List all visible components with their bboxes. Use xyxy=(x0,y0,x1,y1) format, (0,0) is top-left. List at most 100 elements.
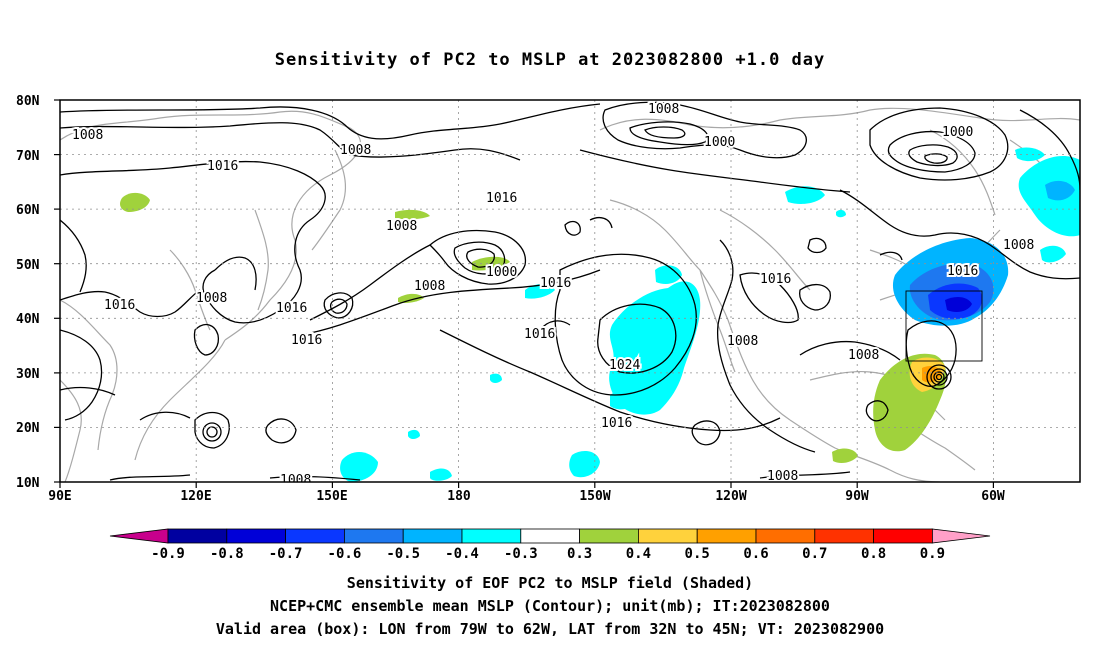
axis-ticks xyxy=(54,99,995,488)
mslp-contours xyxy=(60,101,1080,481)
colorbar-tick-label: -0.6 xyxy=(328,546,362,562)
lon-label: 90E xyxy=(48,489,71,504)
contour-labels: 1008 1008 1008 1000 1000 1016 1016 1008 … xyxy=(70,100,1036,488)
contour-label: 1024 xyxy=(609,358,640,373)
contour-label: 1000 xyxy=(942,125,973,140)
colorbar-tick-label: -0.8 xyxy=(210,546,244,562)
contour-label: 1008 xyxy=(767,469,798,484)
contour-label: 1016 xyxy=(601,416,632,431)
colorbar-tick-label: 0.7 xyxy=(802,546,827,562)
shade-blue-core xyxy=(945,296,972,312)
colorbar-box xyxy=(226,528,287,544)
shade-green-pacific3 xyxy=(398,293,424,303)
sensitivity-shading xyxy=(120,147,1080,482)
caption-shaded: Sensitivity of EOF PC2 to MSLP field (Sh… xyxy=(346,574,754,592)
latitude-labels: 80N 70N 60N 50N 40N 30N 20N 10N xyxy=(16,94,40,491)
lon-label: 120E xyxy=(180,489,211,504)
lon-label: 180 xyxy=(447,489,471,504)
shade-cyan-small3 xyxy=(836,209,846,218)
colorbar-box xyxy=(755,528,816,544)
shade-blue-atl-north xyxy=(1045,180,1075,201)
colorbar-box xyxy=(461,528,522,544)
shade-cyan-atl-small xyxy=(1015,147,1045,162)
contour-label: 1008 xyxy=(386,219,417,234)
shade-cyan-canada xyxy=(785,186,825,204)
contour-label: 1008 xyxy=(648,102,679,117)
caption-contour: NCEP+CMC ensemble mean MSLP (Contour); u… xyxy=(270,597,830,615)
lat-label: 80N xyxy=(16,94,40,109)
contour-label: 1016 xyxy=(486,191,517,206)
colorbar-tick-label: -0.4 xyxy=(445,546,479,562)
colorbar-tick-label: 0.9 xyxy=(920,546,945,562)
lat-label: 50N xyxy=(16,258,40,273)
colorbar-low-arrow xyxy=(109,528,169,544)
contour-label: 1016 xyxy=(207,159,238,174)
lat-label: 20N xyxy=(16,421,40,436)
colorbar-box xyxy=(343,528,404,544)
shade-green-pacific xyxy=(395,209,430,220)
contour-label: 1008 xyxy=(414,279,445,294)
shade-cyan-small1 xyxy=(490,373,502,383)
shade-cyan-atl-mid xyxy=(1040,245,1066,263)
colorbar-box xyxy=(167,528,228,544)
contour-label: 1008 xyxy=(72,128,103,143)
contour-label: 1008 xyxy=(280,473,311,488)
shade-cyan-south2 xyxy=(430,468,452,481)
colorbar-tick-label: 0.5 xyxy=(685,546,710,562)
lon-label: 150W xyxy=(579,489,610,504)
contour-label: 1016 xyxy=(291,333,322,348)
colorbar-tick-label: -0.5 xyxy=(386,546,420,562)
longitude-labels: 90E 120E 150E 180 150W 120W 90W 60W xyxy=(48,489,1005,504)
colorbar-box xyxy=(873,528,933,544)
lat-label: 70N xyxy=(16,149,40,164)
colorbar-tick-label: -0.7 xyxy=(269,546,303,562)
shade-cyan-south3 xyxy=(569,450,600,478)
contour-label: 1008 xyxy=(1003,238,1034,253)
shade-cyan-small2 xyxy=(408,429,420,439)
lat-label: 40N xyxy=(16,312,40,327)
colorbar-tick-label: -0.3 xyxy=(504,546,538,562)
contour-label: 1016 xyxy=(104,298,135,313)
lon-label: 90W xyxy=(845,489,869,504)
lat-label: 30N xyxy=(16,367,40,382)
colorbar-box xyxy=(814,528,874,544)
shade-cyan-eastpac xyxy=(609,281,701,415)
contour-label: 1016 xyxy=(276,301,307,316)
colorbar-high-arrow xyxy=(931,528,991,544)
contour-label: 1000 xyxy=(704,135,735,150)
colorbar-box xyxy=(520,528,580,544)
shade-cyan-pac2 xyxy=(525,284,555,299)
colorbar-tick-label: 0.3 xyxy=(567,546,592,562)
colorbar-box xyxy=(402,528,463,544)
lat-label: 10N xyxy=(16,476,40,491)
contour-label: 1008 xyxy=(848,348,879,363)
colorbar-box xyxy=(696,528,757,544)
valid-area-box xyxy=(905,290,983,362)
lon-label: 150E xyxy=(316,489,347,504)
contour-label: 1008 xyxy=(196,291,227,306)
shade-cyan-south1 xyxy=(340,451,378,482)
contour-label: 1016 xyxy=(540,276,571,291)
shade-green-asia xyxy=(120,192,150,212)
colorbar-tick-label: 0.6 xyxy=(743,546,768,562)
contour-label: 1016 xyxy=(760,272,791,287)
colorbar-tick-label: -0.9 xyxy=(151,546,185,562)
shade-green-carib xyxy=(832,448,858,464)
caption-valid-area: Valid area (box): LON from 79W to 62W, L… xyxy=(215,620,885,638)
shade-cyan-ak xyxy=(655,265,682,284)
gridlines xyxy=(60,100,1080,482)
coastlines xyxy=(60,107,1080,482)
colorbar-box xyxy=(285,528,345,544)
colorbar-box xyxy=(638,528,698,544)
colorbar-box xyxy=(579,528,639,544)
contour-label: 1008 xyxy=(340,143,371,158)
lon-label: 60W xyxy=(981,489,1005,504)
colorbar-tick-label: 0.8 xyxy=(861,546,886,562)
map-title: Sensitivity of PC2 to MSLP at 2023082800… xyxy=(274,50,826,70)
contour-label: 1000 xyxy=(486,265,517,280)
map-frame xyxy=(59,99,1081,483)
lon-label: 120W xyxy=(715,489,746,504)
colorbar: -0.9 -0.8 -0.7 -0.6 -0.5 -0.4 -0.3 0.3 0.4 0.5 0.6… xyxy=(109,528,991,562)
colorbar-tick-label: 0.4 xyxy=(626,546,651,562)
